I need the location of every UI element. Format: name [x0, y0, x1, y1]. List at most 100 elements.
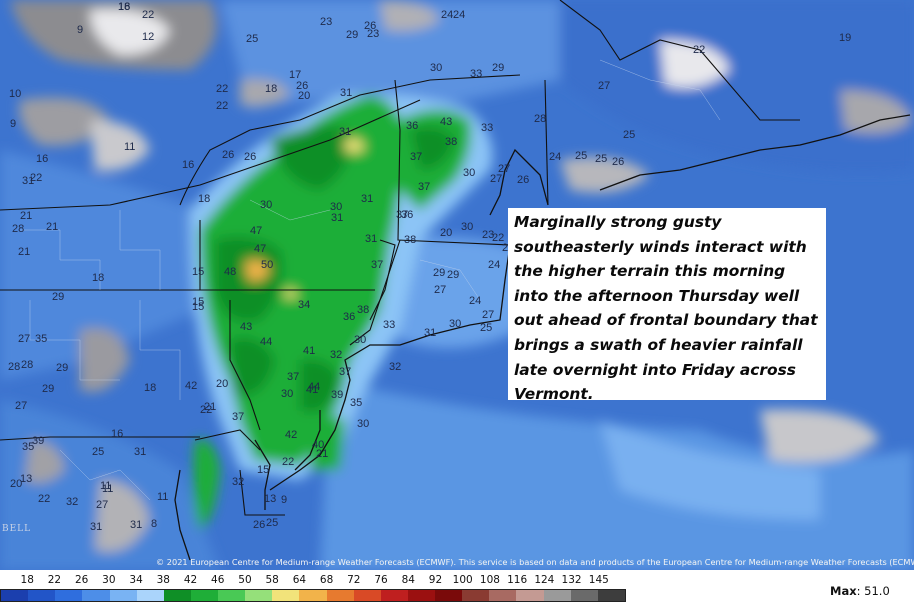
- gust-value-label: 11: [157, 491, 168, 503]
- gust-value-label: 21: [18, 246, 30, 258]
- gust-value-label: 30: [354, 334, 366, 346]
- colorbar-tick-label: 145: [588, 574, 609, 586]
- gust-value-label: 11: [102, 483, 113, 495]
- gust-value-label: 31: [424, 327, 436, 339]
- gust-value-label: 47: [254, 243, 266, 255]
- gust-value-label: 28: [8, 361, 20, 373]
- gust-value-label: 41: [303, 345, 315, 357]
- gust-value-label: 26: [612, 156, 624, 168]
- gust-value-label: 20: [10, 478, 22, 490]
- gust-field: [0, 0, 914, 570]
- wind-gust-map: 18 12 22 9 25 23 26 24 24 23 29 10 18 17 20 22 30 33 29 27 1…: [0, 0, 914, 570]
- gust-value-label: 42: [185, 380, 197, 392]
- gust-value-label: 26: [222, 149, 234, 161]
- gust-value-label: 13: [264, 493, 276, 505]
- gust-value-label: 11: [100, 480, 111, 492]
- gust-value-label: 9: [77, 24, 83, 36]
- gust-value-label: 30: [461, 221, 473, 233]
- gust-value-label: 28: [12, 223, 24, 235]
- gust-value-label: 37: [418, 181, 430, 193]
- gust-value-label: 38: [445, 136, 457, 148]
- gust-value-label: 42: [285, 429, 297, 441]
- colorbar-tick-label: 38: [156, 574, 170, 586]
- gust-value-label: 16: [36, 153, 48, 165]
- colorbar-swatch: [516, 590, 544, 601]
- gust-value-label: 19: [839, 32, 851, 44]
- coastline: [174, 114, 911, 561]
- gust-value-label: 15: [257, 464, 269, 476]
- colorbar-swatch: [218, 590, 246, 601]
- gust-value-label: 33: [481, 122, 493, 134]
- gust-value-label: 30: [449, 318, 461, 330]
- gust-value-label: 9: [281, 494, 287, 506]
- gust-value-label: 8: [151, 518, 157, 530]
- gust-value-label: 32: [66, 496, 78, 508]
- colorbar-swatch: [1, 590, 29, 601]
- gust-value-label: 31: [134, 446, 146, 458]
- gust-value-label: 22: [142, 9, 154, 21]
- gust-value-label: 23: [367, 28, 379, 40]
- gust-value-label: 37: [371, 259, 383, 271]
- colorbar-tick-label: 30: [102, 574, 116, 586]
- gust-value-label: 36: [406, 120, 418, 132]
- colorbar-tick-label: 116: [507, 574, 528, 586]
- gust-value-label: 20: [298, 90, 310, 102]
- colorbar-swatch: [190, 590, 218, 601]
- gust-value-label: 50: [261, 259, 273, 271]
- gust-value-label: 26: [364, 20, 376, 32]
- gust-value-label: 30: [281, 388, 293, 400]
- max-readout: Max: 51.0: [830, 584, 890, 598]
- gust-value-label: 22: [30, 172, 42, 184]
- gust-value-label: 24: [469, 295, 481, 307]
- gust-value-label: 21: [46, 221, 58, 233]
- gust-value-label: 25: [480, 322, 492, 334]
- gust-value-label: 22: [282, 456, 294, 468]
- gust-value-label: 15: [192, 266, 204, 278]
- colorbar-tick-label: 92: [428, 574, 443, 586]
- colorbar-swatch: [380, 590, 408, 601]
- gust-value-label: 25: [595, 153, 607, 165]
- gust-value-label: 31: [340, 87, 352, 99]
- gust-value-label: 30: [357, 418, 369, 430]
- gust-value-label: 18: [198, 193, 210, 205]
- gust-value-label: 41: [306, 384, 318, 396]
- colorbar-tick-label: 42: [183, 574, 198, 586]
- gust-value-label: 29: [346, 29, 358, 41]
- gust-value-label: 32: [389, 361, 401, 373]
- county-lines: [20, 59, 721, 501]
- gust-value-label: 21: [204, 401, 216, 413]
- gust-value-label: 27: [15, 400, 27, 412]
- colorbar-swatch: [326, 590, 354, 601]
- gust-value-label: 25: [246, 33, 258, 45]
- gust-value-label: 36: [343, 311, 355, 323]
- gust-value-label: 31: [365, 233, 377, 245]
- colorbar-swatch: [82, 590, 110, 601]
- gust-value-label: 21: [20, 210, 32, 222]
- gust-value-label: 30: [430, 62, 442, 74]
- colorbar-tick-label: 68: [319, 574, 334, 586]
- gust-value-label: 29: [52, 291, 64, 303]
- gust-value-label: 37: [287, 371, 299, 383]
- gust-value-label: 24: [549, 151, 561, 163]
- colorbar-swatch: [163, 590, 191, 601]
- gust-value-label: 27: [18, 333, 30, 345]
- gust-value-label: 32: [330, 349, 342, 361]
- ecmwf-credit: © 2021 European Centre for Medium-range …: [156, 557, 914, 567]
- gust-value-label: 30: [330, 201, 342, 213]
- colorbar-tick-label: 22: [47, 574, 62, 586]
- gust-value-label: 10: [9, 88, 21, 100]
- gust-value-label: 38: [404, 234, 416, 246]
- gust-value-label: 26: [517, 174, 529, 186]
- gust-value-label: 29: [56, 362, 68, 374]
- gust-value-label: 22: [492, 232, 504, 244]
- colorbar-tick-label: 108: [479, 574, 500, 586]
- gust-value-label: 33: [383, 319, 395, 331]
- gust-value-label: 9: [10, 118, 16, 130]
- gust-value-label: 27: [490, 173, 502, 185]
- gust-value-label: 29: [433, 267, 445, 279]
- gust-value-label: 34: [298, 299, 310, 311]
- colorbar-legend: 18 22 26 30 34 38 42 46 50 58 64 68 72 76 84 92 100 108 11…: [0, 570, 914, 612]
- gust-value-label: 18: [92, 272, 104, 284]
- gust-value-label: 12: [142, 31, 154, 43]
- colorbar-swatch: [109, 590, 137, 601]
